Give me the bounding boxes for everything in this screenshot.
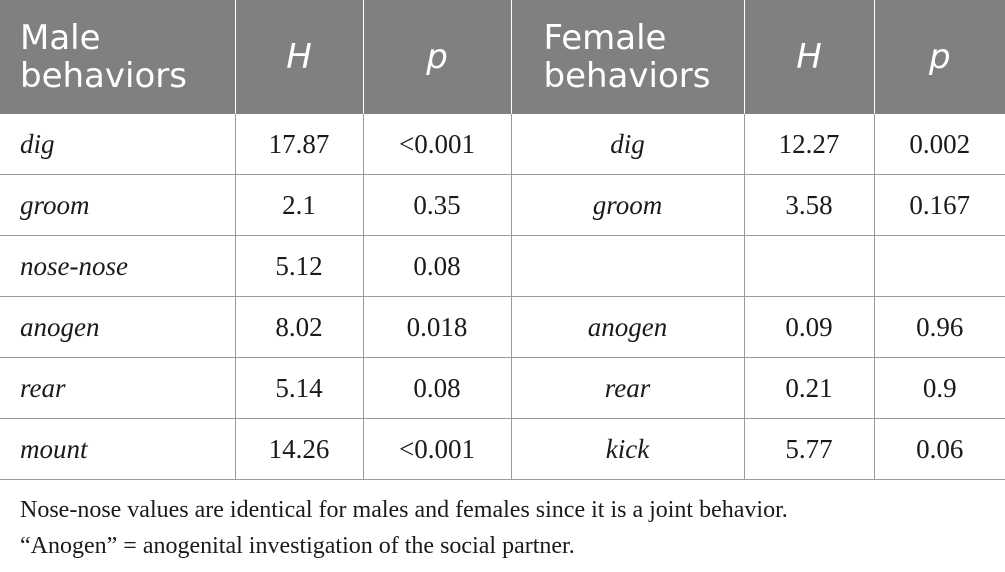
table-row: nose-nose 5.12 0.08 (0, 235, 1005, 297)
header-h-male: H (234, 0, 363, 114)
male-behavior-cell: nose-nose (0, 235, 236, 297)
female-h-cell: 5.77 (743, 418, 875, 480)
female-p-cell: 0.002 (873, 114, 1005, 175)
female-h-cell: 12.27 (743, 114, 875, 175)
male-p-cell: <0.001 (362, 418, 512, 480)
table-header: Male behaviors H p Female behaviors H p (0, 0, 1005, 114)
male-h-cell: 5.12 (234, 235, 364, 297)
header-male-behaviors: Male behaviors (0, 0, 235, 114)
female-h-cell (743, 235, 875, 297)
male-p-cell: <0.001 (362, 114, 512, 175)
male-behavior-cell: rear (0, 357, 236, 419)
male-behavior-cell: dig (0, 114, 236, 175)
female-p-cell: 0.167 (873, 174, 1005, 236)
male-p-cell: 0.08 (362, 357, 512, 419)
male-h-cell: 8.02 (234, 296, 364, 358)
female-p-cell: 0.9 (873, 357, 1005, 419)
header-p-male: p (362, 0, 511, 114)
table-row: groom 2.1 0.35 groom 3.58 0.167 (0, 174, 1005, 236)
female-behavior-cell: groom (510, 174, 745, 236)
male-behavior-cell: anogen (0, 296, 236, 358)
male-h-cell: 5.14 (234, 357, 364, 419)
header-row: Male behaviors H p Female behaviors H p (0, 0, 1005, 114)
female-h-cell: 0.21 (743, 357, 875, 419)
male-behavior-cell: mount (0, 418, 236, 480)
female-behavior-cell: anogen (510, 296, 745, 358)
table-row: dig 17.87 <0.001 dig 12.27 0.002 (0, 114, 1005, 175)
female-p-cell (873, 235, 1005, 297)
female-behavior-cell: rear (510, 357, 745, 419)
male-p-cell: 0.35 (362, 174, 512, 236)
male-behavior-cell: groom (0, 174, 236, 236)
table-row: rear 5.14 0.08 rear 0.21 0.9 (0, 357, 1005, 419)
female-behavior-cell: dig (510, 114, 745, 175)
table-body: dig 17.87 <0.001 dig 12.27 0.002 groom 2… (0, 114, 1005, 480)
female-behavior-cell (510, 235, 745, 297)
table-footnotes: Nose-nose values are identical for males… (20, 492, 788, 564)
male-p-cell: 0.018 (362, 296, 512, 358)
header-p-female: p (873, 0, 1005, 114)
footnote-nose-nose: Nose-nose values are identical for males… (20, 497, 788, 523)
male-h-cell: 14.26 (234, 418, 364, 480)
header-female-behaviors: Female behaviors (510, 0, 744, 114)
table-row: mount 14.26 <0.001 kick 5.77 0.06 (0, 418, 1005, 480)
male-p-cell: 0.08 (362, 235, 512, 297)
male-h-cell: 2.1 (234, 174, 364, 236)
header-h-female: H (743, 0, 874, 114)
female-behavior-cell: kick (510, 418, 745, 480)
female-p-cell: 0.96 (873, 296, 1005, 358)
female-p-cell: 0.06 (873, 418, 1005, 480)
female-h-cell: 0.09 (743, 296, 875, 358)
table-row: anogen 8.02 0.018 anogen 0.09 0.96 (0, 296, 1005, 358)
footnote-anogen: “Anogen” = anogenital investigation of t… (20, 533, 575, 559)
statistics-table: Male behaviors H p Female behaviors H p … (0, 0, 1005, 480)
female-h-cell: 3.58 (743, 174, 875, 236)
male-h-cell: 17.87 (234, 114, 364, 175)
